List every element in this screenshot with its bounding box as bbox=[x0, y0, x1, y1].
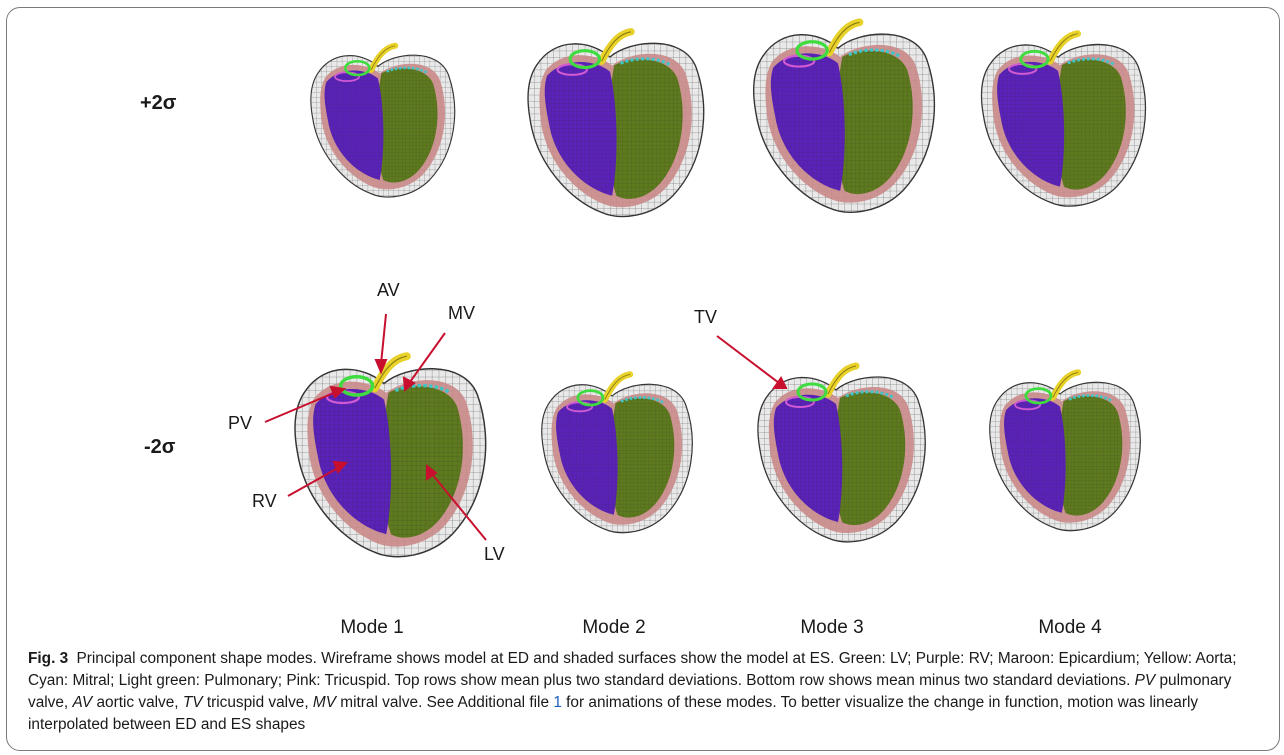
caption-mv-abbr: MV bbox=[313, 694, 336, 711]
caption-av-abbr: AV bbox=[73, 694, 93, 711]
heart-bottom-mode-2 bbox=[542, 374, 692, 532]
heart-bottom-mode-1 bbox=[295, 356, 486, 556]
heart-top-mode-3 bbox=[754, 22, 935, 212]
label-pv: PV bbox=[228, 413, 252, 433]
mode-label-3: Mode 3 bbox=[772, 617, 892, 639]
caption-text-1: Principal component shape modes. Wirefra… bbox=[28, 650, 1237, 689]
label-mv: MV bbox=[448, 303, 475, 323]
figure-graphic: AV MV TV PV RV LV bbox=[0, 0, 1284, 610]
mode-label-1: Mode 1 bbox=[312, 617, 432, 639]
label-rv: RV bbox=[252, 491, 277, 511]
av-arrow bbox=[381, 314, 386, 364]
row-label-top: +2σ bbox=[140, 92, 176, 115]
heart-bottom-mode-3 bbox=[758, 366, 925, 542]
caption-av-text: aortic valve, bbox=[96, 694, 178, 711]
caption-fig-number: Fig. 3 bbox=[28, 650, 68, 667]
figure-caption: Fig. 3 Principal component shape modes. … bbox=[28, 648, 1264, 736]
heart-top-mode-4 bbox=[982, 34, 1146, 206]
caption-tv-text: tricuspid valve, bbox=[207, 694, 309, 711]
additional-file-link[interactable]: 1 bbox=[553, 694, 562, 711]
mode-label-4: Mode 4 bbox=[1010, 617, 1130, 639]
label-av: AV bbox=[377, 280, 400, 300]
heart-top-mode-1 bbox=[311, 46, 455, 197]
label-lv: LV bbox=[484, 544, 505, 564]
caption-tv-abbr: TV bbox=[183, 694, 203, 711]
caption-pv-abbr: PV bbox=[1135, 672, 1156, 689]
row-label-bottom: -2σ bbox=[144, 436, 175, 459]
label-tv: TV bbox=[694, 307, 717, 327]
caption-text-2: for animations of these modes. To better… bbox=[28, 694, 1198, 733]
mode-label-2: Mode 2 bbox=[554, 617, 674, 639]
heart-top-mode-2 bbox=[528, 32, 704, 217]
caption-mv-text: mitral valve. See Additional file bbox=[340, 694, 549, 711]
tv-arrow bbox=[717, 336, 779, 383]
heart-bottom-mode-4 bbox=[990, 372, 1140, 530]
